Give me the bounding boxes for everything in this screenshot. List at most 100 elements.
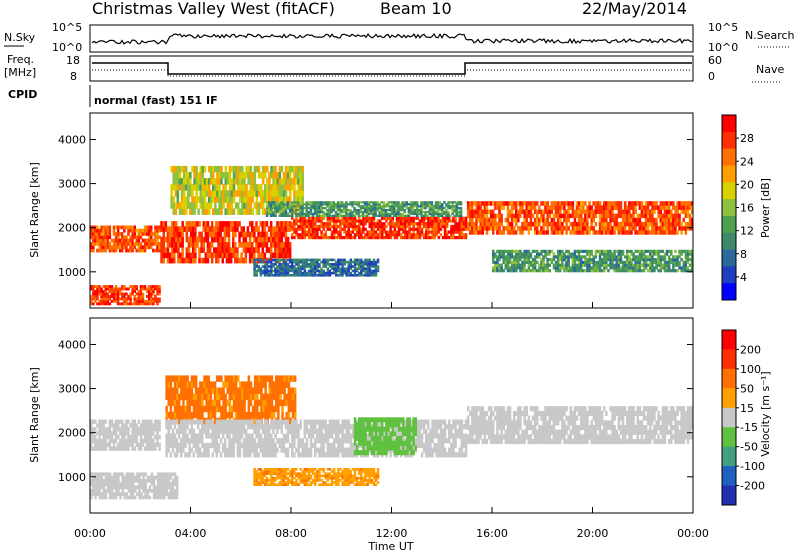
heatmap-cell-7 [636, 201, 639, 206]
heatmap-cell-8 [554, 269, 558, 273]
heatmap-cell-7 [544, 221, 547, 227]
heatmap-cell-3 [232, 190, 236, 197]
heatmap-cell-5 [288, 209, 292, 212]
heatmap-cell-1 [135, 299, 138, 303]
heatmap-cell-3 [232, 184, 236, 191]
heatmap-cell-5 [370, 212, 373, 216]
heatmap-cell-8 [651, 263, 654, 267]
heatmap-cell-5 [420, 205, 423, 208]
heatmap-cell-2 [200, 231, 203, 238]
heatmap-cell-2 [222, 387, 225, 394]
heatmap-cell-8 [642, 258, 646, 262]
heatmap-cell-5 [340, 205, 344, 208]
heatmap-cell-8 [492, 255, 495, 259]
heatmap-cell-4 [454, 222, 457, 226]
heatmap-cell-6 [328, 274, 332, 277]
heatmap-cell-0 [137, 228, 141, 233]
heatmap-cell-5 [293, 210, 296, 214]
heatmap-cell-5 [388, 214, 392, 217]
heatmap-cell-3 [201, 202, 205, 209]
heatmap-cell-8 [548, 258, 551, 262]
heatmap-cell-7 [613, 205, 616, 210]
heatmap-cell-2 [234, 411, 238, 419]
heatmap-cell-5 [397, 209, 400, 212]
heatmap-cell-6 [372, 265, 376, 268]
heatmap-cell-1 [113, 482, 116, 486]
heatmap-cell-2 [194, 405, 198, 413]
heatmap-cell-7 [546, 205, 549, 210]
heatmap-cell-2 [206, 236, 210, 243]
heatmap-cell-4 [435, 222, 438, 226]
heatmap-cell-0 [145, 423, 149, 428]
heatmap-cell-1 [171, 492, 175, 496]
heatmap-cell-2 [261, 231, 264, 238]
heatmap-cell-3 [253, 165, 257, 173]
heatmap-cell-5 [351, 201, 354, 204]
heatmap-cell-1 [92, 475, 95, 480]
heatmap-cell-7 [676, 221, 679, 227]
heatmap-cell-4 [351, 222, 355, 226]
heatmap-cell-4 [368, 222, 371, 226]
heatmap-cell-7 [590, 226, 593, 231]
heatmap-cell-8 [523, 266, 526, 270]
heatmap-cell-1 [94, 290, 97, 293]
heatmap-cell-8 [573, 260, 577, 264]
heatmap-cell-3 [276, 178, 279, 185]
heatmap-cell-4 [378, 233, 382, 237]
heatmap-cell-2 [220, 393, 223, 401]
heatmap-cell-0 [141, 238, 145, 243]
heatmap-cell-5 [318, 203, 321, 206]
heatmap-cell-8 [638, 255, 642, 259]
heatmap-cell-8 [498, 263, 501, 267]
heatmap-cell-0 [129, 245, 132, 250]
heatmap-cell-5 [349, 214, 352, 217]
heatmap-cell-7 [626, 213, 629, 219]
heatmap-cell-2 [210, 252, 214, 259]
heatmap-cell-8 [542, 266, 545, 270]
heatmap-cell-5 [340, 203, 344, 206]
heatmap-cell-4 [353, 222, 357, 226]
heatmap-cell-4 [376, 227, 380, 231]
heatmap-cell-7 [605, 226, 608, 231]
heatmap-cell-8 [646, 263, 650, 267]
heatmap-cell-5 [416, 207, 419, 210]
heatmap-cell-6 [286, 258, 290, 262]
heatmap-cell-8 [577, 269, 581, 273]
heatmap-cell-5 [393, 214, 396, 217]
heatmap-cell-8 [665, 266, 669, 270]
heatmap-cell-2 [213, 226, 216, 232]
heatmap-cell-4 [399, 236, 403, 240]
heatmap-cell-8 [594, 263, 598, 267]
heatmap-cell-7 [582, 221, 585, 227]
heatmap-cell-5 [451, 207, 454, 210]
heatmap-cell-2 [194, 247, 197, 253]
heatmap-cell-0 [104, 235, 107, 240]
heatmap-cell-7 [665, 217, 669, 223]
heatmap-cell-3 [226, 190, 230, 197]
heatmap-cell-4 [349, 230, 353, 234]
heatmap-cell-0 [119, 438, 122, 444]
heatmap-cell-7 [607, 201, 610, 206]
heatmap-cell-2 [211, 405, 215, 413]
heatmap-cell-7 [584, 209, 587, 214]
heatmap-cell-3 [259, 184, 263, 191]
heatmap-cell-5 [447, 212, 450, 216]
heatmap-cell-4 [314, 233, 317, 237]
heatmap-cell-1 [129, 285, 132, 288]
heatmap-cell-3 [203, 178, 207, 185]
heatmap-cell-0 [108, 235, 112, 240]
heatmap-cell-8 [492, 260, 495, 264]
heatmap-cell-8 [529, 252, 533, 256]
heatmap-cell-0 [108, 423, 112, 428]
heatmap-cell-0 [154, 232, 157, 236]
heatmap-cell-7 [561, 213, 564, 219]
heatmap-cell-3 [299, 172, 302, 179]
heatmap-cell-6 [270, 269, 273, 273]
heatmap-cell-2 [192, 411, 196, 419]
heatmap-cell-2 [217, 236, 220, 243]
heatmap-cell-1 [163, 489, 166, 493]
heatmap-cell-1 [119, 297, 122, 301]
heatmap-cell-8 [600, 249, 604, 253]
heatmap-cell-5 [365, 201, 369, 204]
heatmap-cell-5 [276, 203, 279, 206]
